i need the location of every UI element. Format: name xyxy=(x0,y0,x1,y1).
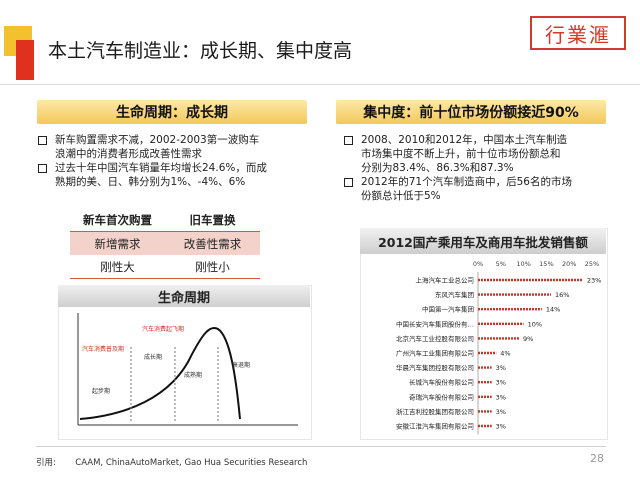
bullet-line: 熟期的美、日、韩分别为1%、-4%、6% xyxy=(55,176,246,188)
table-row: 刚性大 刚性小 xyxy=(70,255,260,279)
x-tick-label: 10% xyxy=(516,260,530,268)
table-row: 新增需求 改善性需求 xyxy=(70,232,260,255)
bullet-line: 浪潮中的消费者形成改善性需求 xyxy=(55,148,202,160)
data-label: 16% xyxy=(555,291,569,299)
lifecycle-panel xyxy=(58,285,312,440)
stage-label-takeoff: 汽车消费起飞期 xyxy=(142,325,184,333)
page-number: 28 xyxy=(590,452,604,465)
data-label: 23% xyxy=(587,277,601,285)
bar-chart-panel xyxy=(360,228,608,440)
lifecycle-title: 生命周期 xyxy=(58,285,310,307)
data-label: 3% xyxy=(496,393,506,401)
slide-title: 本土汽车制造业：成长期、集中度高 xyxy=(48,40,353,62)
stage-label-popularization: 汽车消费普及期 xyxy=(82,345,124,353)
brand-logo: 行業滙 xyxy=(530,16,626,50)
bullet-line: 市场集中度不断上升，前十位市场份额总和 xyxy=(361,148,561,160)
table-header: 新车首次购置 xyxy=(83,212,152,227)
lifecycle-curve xyxy=(79,327,241,420)
x-tick-label: 15% xyxy=(539,260,553,268)
data-label: 4% xyxy=(500,350,510,358)
bullet-item: 过去十年中国汽车销量年均增长24.6%，而成 熟期的美、日、韩分别为1%、-4%… xyxy=(36,161,316,189)
category-label: 中国长安汽车集团股份有… xyxy=(396,319,474,328)
bullet-box-icon xyxy=(38,164,47,173)
bullet-line: 2012年的71个汽车制造商中，后56名的市场 xyxy=(361,176,572,188)
table-header: 旧车置换 xyxy=(189,212,236,227)
category-label: 北京汽车工业控股有限公司 xyxy=(396,334,474,343)
demand-table: 新车首次购置 旧车置换 新增需求 改善性需求 刚性大 刚性小 xyxy=(70,208,260,279)
category-label: 奇瑞汽车股份有限公司 xyxy=(409,392,474,401)
title-divider xyxy=(0,84,640,85)
bullet-line: 分别为83.4%、86.3%和87.3% xyxy=(361,162,514,174)
data-label: 10% xyxy=(528,320,542,328)
data-label: 3% xyxy=(496,364,506,372)
right-bullets: 2008、2010和2012年，中国本土汽车制造 市场集中度不断上升，前十位市场… xyxy=(342,133,622,203)
stage-label-growth: 成长期 xyxy=(144,353,162,361)
bullet-line: 2008、2010和2012年，中国本土汽车制造 xyxy=(361,134,568,146)
bullet-line: 份额总计低于5% xyxy=(361,190,441,202)
data-label: 3% xyxy=(496,423,506,431)
source-text: CAAM, ChinaAutoMarket, Gao Hua Securitie… xyxy=(75,458,308,468)
bar-chart: 0% 5% 10% 15% 20% 25% 上海汽车工业总公司 23% 东风汽车集团 16% 中国第… xyxy=(396,260,601,435)
bullet-line: 新车购置需求不减，2002-2003第一波购车 xyxy=(55,134,260,146)
bullet-box-icon xyxy=(344,136,353,145)
source-label: 引用: xyxy=(36,458,56,468)
category-label: 广州汽车工业集团有限公司 xyxy=(396,349,474,358)
source-note: 引用: CAAM, ChinaAutoMarket, Gao Hua Secur… xyxy=(36,456,307,468)
data-label: 9% xyxy=(523,335,533,343)
stage-label-maturity: 成熟期 xyxy=(184,371,202,379)
bullet-item: 2012年的71个汽车制造商中，后56名的市场 份额总计低于5% xyxy=(342,175,622,203)
category-label: 长城汽车股份有限公司 xyxy=(409,378,474,387)
table-cell: 刚性大 xyxy=(100,259,135,274)
lifecycle-banner: 生命周期：成长期 xyxy=(37,100,307,124)
category-label: 东风汽车集团 xyxy=(435,290,474,299)
bullet-item: 新车购置需求不减，2002-2003第一波购车 浪潮中的消费者形成改善性需求 xyxy=(36,133,316,161)
bullet-box-icon xyxy=(344,178,353,187)
category-label: 安徽江淮汽车集团有限公司 xyxy=(396,422,474,431)
data-label: 3% xyxy=(496,379,506,387)
table-cell: 刚性小 xyxy=(195,259,230,274)
lifecycle-diagram: 汽车消费普及期 汽车消费起飞期 起步期 成长期 成熟期 衰退期 xyxy=(77,313,298,426)
left-bullets: 新车购置需求不减，2002-2003第一波购车 浪潮中的消费者形成改善性需求 过… xyxy=(36,133,316,189)
table-cell: 改善性需求 xyxy=(183,236,242,251)
bullet-item: 2008、2010和2012年，中国本土汽车制造 市场集中度不断上升，前十位市场… xyxy=(342,133,622,175)
x-tick-label: 25% xyxy=(585,260,599,268)
x-tick-label: 5% xyxy=(496,260,506,268)
bullet-line: 过去十年中国汽车销量年均增长24.6%，而成 xyxy=(55,162,267,174)
x-tick-label: 0% xyxy=(473,260,483,268)
category-label: 浙江吉利控股集团有限公司 xyxy=(396,407,474,416)
decor-red-block xyxy=(16,40,34,80)
data-label: 14% xyxy=(546,306,560,314)
concentration-banner: 集中度：前十位市场份额接近90% xyxy=(336,100,606,124)
category-label: 华晨汽车集团控股有限公司 xyxy=(396,363,474,372)
stage-label-startup: 起步期 xyxy=(92,387,110,395)
table-header-row: 新车首次购置 旧车置换 xyxy=(70,208,260,232)
category-label: 上海汽车工业总公司 xyxy=(416,276,475,285)
chart-title: 2012国产乘用车及商用车批发销售额 xyxy=(360,228,606,254)
category-label: 中国第一汽车集团 xyxy=(422,305,474,314)
footer-divider xyxy=(36,446,606,447)
x-tick-label: 20% xyxy=(562,260,576,268)
table-cell: 新增需求 xyxy=(94,236,141,251)
stage-label-decline: 衰退期 xyxy=(232,361,250,369)
data-label: 3% xyxy=(496,408,506,416)
bullet-box-icon xyxy=(38,136,47,145)
